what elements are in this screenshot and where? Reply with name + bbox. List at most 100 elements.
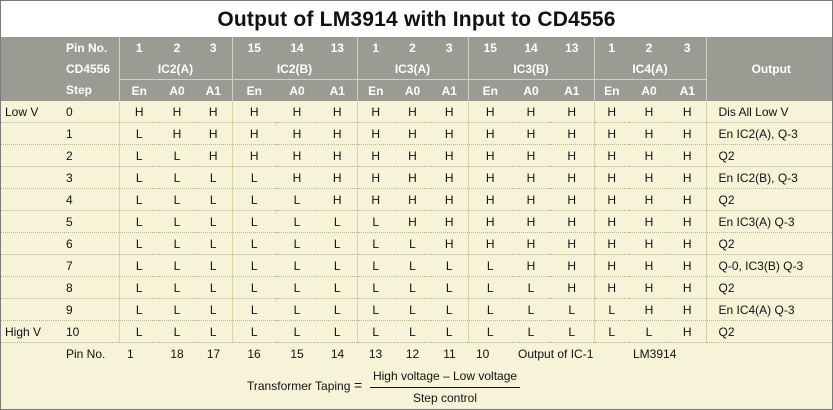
logic-cell: H (550, 276, 594, 299)
logic-cell: L (318, 232, 357, 255)
logic-cell: H (318, 122, 357, 145)
logic-cell: H (550, 144, 594, 167)
logic-cell: L (118, 210, 159, 233)
logic-cell: H (629, 101, 669, 123)
logic-cell: H (159, 101, 195, 123)
logic-cell: L (512, 276, 550, 299)
output-cell: Q-0, IC3(B) Q-3 (705, 254, 832, 277)
cd4556-label: CD4556 (56, 58, 119, 80)
logic-cell: H (629, 144, 669, 167)
pin-header: 1 (593, 37, 629, 58)
logic-cell: H (629, 122, 669, 145)
logic-cell: L (356, 276, 394, 299)
group-header: IC2(B) (231, 58, 357, 80)
logic-cell: H (512, 144, 550, 167)
logic-cell: H (431, 101, 468, 123)
output-cell: Q2 (705, 276, 832, 299)
pin-header: 2 (394, 37, 431, 58)
logic-cell: L (276, 276, 318, 299)
sub-header: En (593, 79, 629, 101)
level-cell (1, 232, 56, 255)
logic-cell: H (318, 188, 357, 211)
sub-header: A0 (629, 79, 669, 101)
logic-cell: H (669, 144, 706, 167)
logic-cell: L (356, 320, 394, 343)
logic-cell: L (195, 320, 232, 343)
logic-cell: L (512, 320, 550, 343)
table-row: 8 L L L L L L L L L L L H H H H Q2 (1, 276, 832, 299)
level-cell (1, 254, 56, 277)
logic-cell: H (512, 210, 550, 233)
logic-cell: H (276, 166, 318, 189)
logic-cell: L (276, 298, 318, 321)
logic-cell: H (593, 232, 629, 255)
pin-header: 3 (195, 37, 232, 58)
step-cell: 8 (56, 276, 119, 299)
logic-cell: H (356, 144, 394, 167)
header-row-pins: Pin No. 1 2 3 15 14 13 1 2 3 15 14 13 1 … (1, 37, 832, 101)
logic-cell: H (512, 101, 550, 123)
logic-cell: H (431, 166, 468, 189)
logic-cell: L (118, 298, 159, 321)
logic-cell: L (231, 188, 276, 211)
sub-header: En (231, 79, 276, 101)
step-label: Step (56, 79, 119, 101)
logic-cell: L (159, 188, 195, 211)
footer-spacer (1, 343, 56, 365)
step-cell: 6 (56, 232, 119, 255)
table-row: 9 L L L L L L L L L L L L L H H En IC4(A) Q-3 (1, 298, 832, 321)
output-cell: En IC2(A), Q-3 (705, 122, 832, 145)
sub-header: En (467, 79, 512, 101)
logic-cell: L (231, 254, 276, 277)
logic-cell: H (593, 166, 629, 189)
sub-header: En (118, 79, 159, 101)
footer-pin: 15 (290, 346, 304, 361)
sub-header: A1 (318, 79, 357, 101)
logic-cell: H (593, 144, 629, 167)
logic-cell: H (669, 122, 706, 145)
footer-pin: 13 (368, 346, 383, 361)
level-cell (1, 210, 56, 233)
logic-cell: L (318, 298, 357, 321)
table-row: 7 L L L L L L L L L L H H H H H Q-0, IC3(B) Q-3 (1, 254, 832, 277)
table-row: 2 L L H H H H H H H H H H H H H Q2 (1, 144, 832, 167)
output-cell: En IC4(A) Q-3 (705, 298, 832, 321)
pin-header: 15 (231, 37, 276, 58)
formula-denominator: Step control (412, 391, 478, 405)
logic-cell: L (118, 320, 159, 343)
logic-cell: L (431, 298, 468, 321)
logic-cell: L (356, 210, 394, 233)
logic-cell: L (159, 144, 195, 167)
logic-cell: L (593, 320, 629, 343)
logic-cell: L (318, 320, 357, 343)
corner-cell (1, 79, 56, 101)
logic-cell: H (356, 101, 394, 123)
logic-cell: H (276, 122, 318, 145)
level-cell (1, 188, 56, 211)
logic-cell: L (118, 276, 159, 299)
logic-cell: L (276, 320, 318, 343)
logic-cell: H (431, 188, 468, 211)
logic-cell: H (593, 101, 629, 123)
logic-cell: H (276, 101, 318, 123)
header-row-groups: CD4556 IC2(A) IC2(B) IC3(A) IC3(B) IC4(A… (1, 58, 832, 80)
footer-pin: 16 (247, 346, 261, 361)
logic-cell: L (431, 276, 468, 299)
logic-cell: H (467, 232, 512, 255)
logic-cell: H (318, 166, 357, 189)
logic-cell: H (431, 210, 468, 233)
logic-cell: L (231, 166, 276, 189)
logic-cell: L (195, 210, 232, 233)
logic-cell: H (467, 101, 512, 123)
logic-cell: L (394, 320, 431, 343)
pin-header: 1 (356, 37, 394, 58)
logic-cell: L (593, 298, 629, 321)
logic-cell: L (356, 254, 394, 277)
logic-cell: L (431, 320, 468, 343)
step-cell: 1 (56, 122, 119, 145)
logic-cell: L (394, 232, 431, 255)
pin-header: 15 (467, 37, 512, 58)
logic-cell: H (512, 166, 550, 189)
logic-cell: H (394, 166, 431, 189)
